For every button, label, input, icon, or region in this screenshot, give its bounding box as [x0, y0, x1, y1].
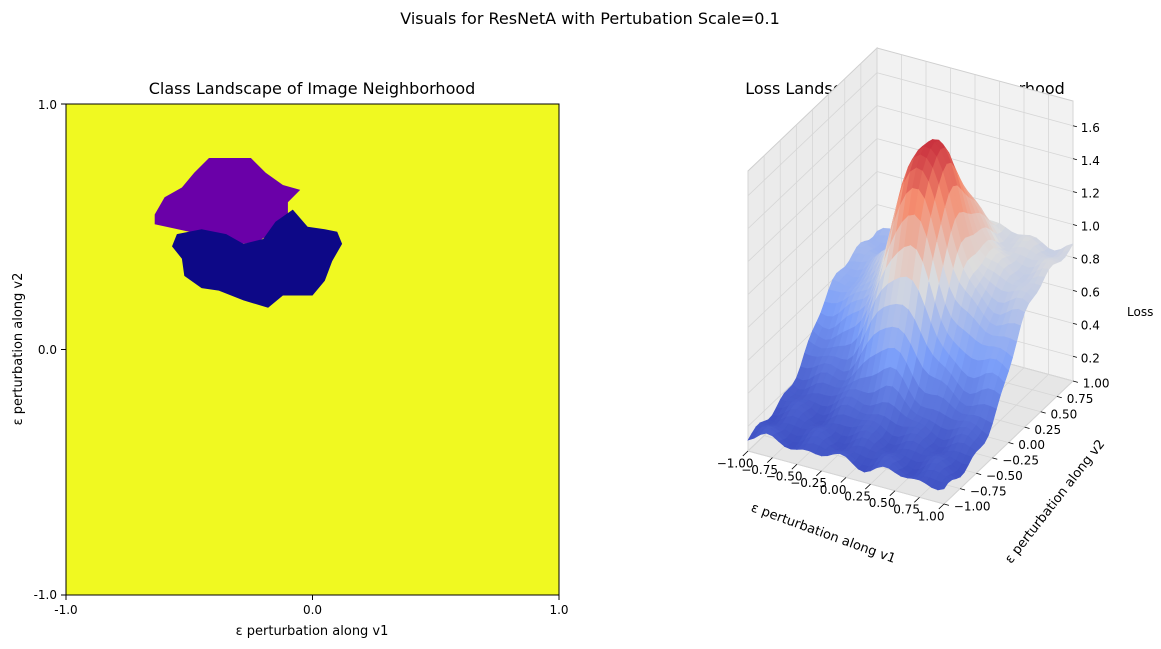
x-tick-label: 0.00	[820, 483, 847, 497]
x-tick-mark	[938, 503, 945, 510]
x-tick-label: 0.0	[303, 603, 322, 617]
class-landscape-xlabel: ε perturbation along v1	[236, 624, 389, 639]
y-tick-label: −1.00	[954, 500, 991, 514]
loss-landscape-xlabel: ε perturbation along v1	[749, 501, 898, 567]
x-tick-label: 1.00	[918, 509, 945, 523]
class-landscape-title: Class Landscape of Image Neighborhood	[149, 79, 476, 98]
x-tick-label: −0.25	[790, 476, 827, 490]
class-landscape-panel: Class Landscape of Image Neighborhood -1…	[11, 79, 569, 639]
z-tick-label: 0.2	[1081, 351, 1100, 365]
class-landscape-y-ticks: 1.0 0.0 -1.0	[34, 98, 66, 602]
z-tick-mark	[1072, 257, 1078, 259]
y-tick-label: 0.75	[1067, 392, 1094, 406]
x-tick-label: -1.0	[54, 603, 77, 617]
loss-landscape-panel: Loss Landscape of Image Neighborhood −1.…	[717, 46, 1153, 567]
y-tick-label: -1.0	[34, 588, 57, 602]
y-tick-label: −0.25	[1002, 454, 1039, 468]
y-tick-label: 1.0	[38, 98, 57, 112]
x-tick-label: −0.50	[766, 470, 803, 484]
z-tick-mark	[1072, 224, 1078, 226]
x-tick-mark	[865, 483, 871, 490]
z-tick-label: 1.6	[1081, 121, 1100, 135]
x-tick-mark	[742, 450, 749, 457]
z-tick-label: 0.8	[1081, 253, 1100, 267]
y-tick-mark	[1040, 411, 1046, 414]
z-tick-mark	[1072, 158, 1078, 161]
x-tick-mark	[889, 490, 896, 496]
x-tick-label: 0.25	[844, 489, 871, 503]
x-tick-mark	[840, 477, 847, 483]
y-tick-mark	[976, 472, 982, 475]
loss-surface	[747, 139, 1074, 491]
y-tick-label: 1.00	[1083, 377, 1110, 391]
y-tick-label: −0.75	[970, 484, 1007, 498]
y-tick-label: 0.25	[1034, 423, 1061, 437]
x-tick-label: −0.75	[741, 463, 778, 477]
class-upper-blob	[154, 158, 301, 247]
x-tick-mark	[914, 497, 920, 503]
y-tick-label: −0.50	[986, 469, 1023, 483]
x-tick-mark	[791, 463, 798, 470]
y-tick-label: 0.50	[1051, 407, 1078, 421]
z-tick-mark	[1072, 322, 1078, 325]
z-tick-mark	[1072, 191, 1078, 194]
y-tick-mark	[1008, 442, 1014, 445]
loss-landscape-3d-ticks: −1.00−0.75−0.50−0.250.000.250.500.751.00…	[717, 121, 1110, 523]
z-tick-mark	[1072, 355, 1078, 358]
y-tick-mark	[1072, 380, 1079, 383]
z-tick-mark	[1072, 290, 1078, 292]
y-tick-mark	[992, 457, 998, 460]
y-tick-mark	[960, 488, 966, 491]
surface-patch	[937, 482, 949, 491]
z-tick-label: 1.2	[1081, 187, 1100, 201]
z-tick-mark	[1072, 125, 1078, 128]
class-background-region	[66, 104, 559, 595]
y-tick-label: 0.0	[38, 343, 57, 357]
x-tick-mark	[816, 470, 822, 477]
x-tick-label: 0.75	[893, 503, 920, 517]
x-tick-label: 0.50	[869, 496, 896, 510]
class-lower-blob	[172, 209, 343, 308]
class-landscape-ylabel: ε perturbation along v2	[11, 273, 26, 426]
x-tick-label: −1.00	[717, 456, 754, 470]
z-tick-label: 0.6	[1081, 286, 1100, 300]
y-tick-mark	[1056, 395, 1062, 399]
y-tick-mark	[1024, 426, 1030, 429]
z-tick-label: 1.0	[1081, 220, 1100, 234]
y-tick-label: 0.00	[1018, 438, 1045, 452]
y-tick-mark	[943, 503, 950, 506]
loss-landscape-zlabel: Loss	[1127, 305, 1153, 319]
figure-suptitle: Visuals for ResNetA with Pertubation Sca…	[400, 9, 780, 28]
z-tick-label: 1.4	[1081, 154, 1100, 168]
z-tick-label: 0.4	[1081, 319, 1100, 333]
class-landscape-x-ticks: -1.0 0.0 1.0	[54, 595, 569, 617]
x-tick-mark	[767, 457, 773, 463]
x-tick-label: 1.0	[549, 603, 568, 617]
